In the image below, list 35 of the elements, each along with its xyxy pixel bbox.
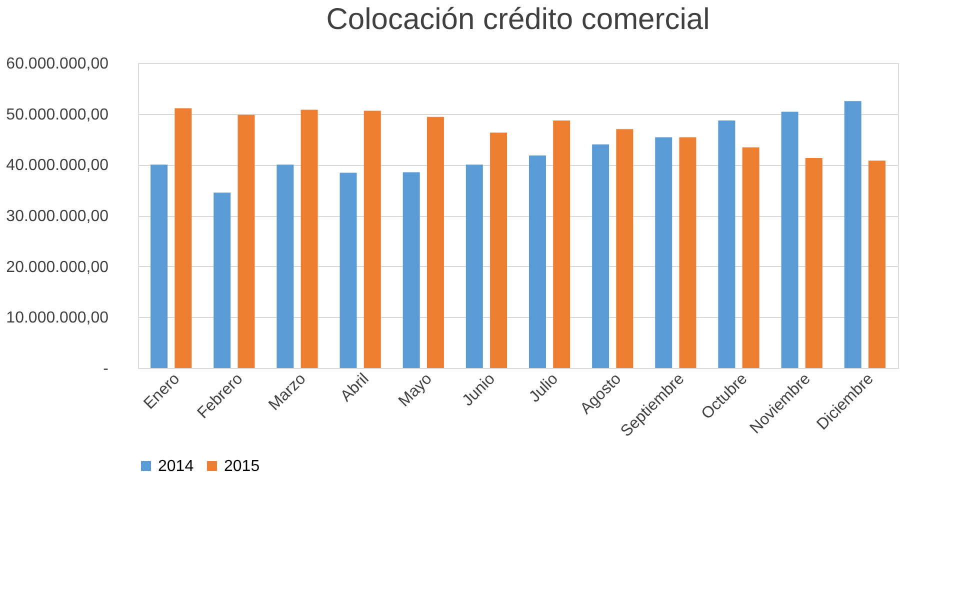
bar xyxy=(844,101,862,368)
bar xyxy=(592,144,610,368)
bar xyxy=(679,137,696,368)
y-tick-label: 50.000.000,00 xyxy=(6,106,109,124)
bar xyxy=(553,120,570,368)
bar xyxy=(276,164,294,368)
y-tick-label: 60.000.000,00 xyxy=(6,56,109,72)
bar xyxy=(402,172,420,368)
bar xyxy=(466,164,483,368)
bar xyxy=(528,156,546,368)
bar xyxy=(805,158,822,368)
legend-label: 2014 xyxy=(158,458,194,475)
y-tick-label: - xyxy=(103,360,108,378)
bar xyxy=(150,164,168,368)
bar xyxy=(868,160,886,368)
bar xyxy=(616,129,634,368)
bar xyxy=(214,192,231,368)
bar xyxy=(238,114,255,368)
bar xyxy=(340,172,357,368)
bar xyxy=(655,137,672,368)
bar xyxy=(742,147,760,368)
y-tick-label: 20.000.000,00 xyxy=(6,258,109,276)
bar xyxy=(300,110,318,368)
bar xyxy=(364,110,381,368)
bar xyxy=(718,120,736,368)
bar xyxy=(490,132,508,368)
chart-title: Colocación crédito comercial xyxy=(326,3,710,36)
y-tick-label: 40.000.000,00 xyxy=(6,157,109,174)
y-tick-label: 30.000.000,00 xyxy=(6,208,109,225)
y-tick-label: 10.000.000,00 xyxy=(6,310,109,327)
bar xyxy=(781,112,798,368)
x-tick-label: Julio xyxy=(526,370,562,406)
bar xyxy=(174,108,192,368)
legend-label: 2015 xyxy=(224,458,260,475)
bar xyxy=(426,116,444,368)
